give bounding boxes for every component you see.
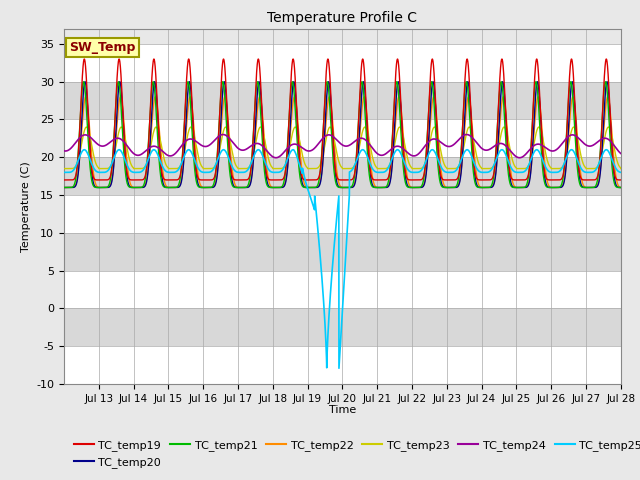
X-axis label: Time: Time bbox=[329, 405, 356, 415]
Legend: TC_temp19, TC_temp20, TC_temp21, TC_temp22, TC_temp23, TC_temp24, TC_temp25: TC_temp19, TC_temp20, TC_temp21, TC_temp… bbox=[70, 436, 640, 472]
Y-axis label: Temperature (C): Temperature (C) bbox=[20, 161, 31, 252]
Bar bbox=[64, 157, 621, 195]
Bar bbox=[64, 44, 621, 82]
Bar bbox=[64, 82, 621, 120]
Text: SW_Temp: SW_Temp bbox=[70, 41, 136, 54]
Bar bbox=[64, 233, 621, 271]
Bar bbox=[64, 346, 621, 384]
Bar bbox=[64, 309, 621, 346]
Bar bbox=[64, 120, 621, 157]
Bar bbox=[64, 195, 621, 233]
Bar bbox=[64, 271, 621, 309]
Title: Temperature Profile C: Temperature Profile C bbox=[268, 11, 417, 25]
